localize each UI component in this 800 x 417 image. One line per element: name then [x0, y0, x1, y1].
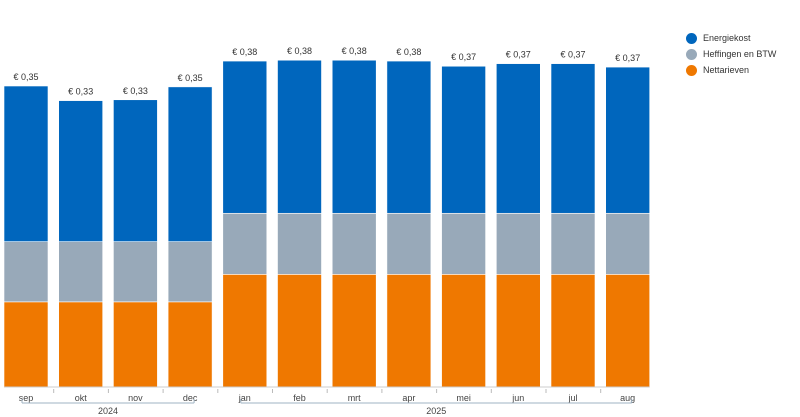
x-tick-label: aug: [620, 393, 635, 403]
x-tick-label: jan: [238, 393, 251, 403]
total-label: € 0,38: [342, 46, 367, 56]
x-tick-label: mrt: [348, 393, 361, 403]
x-tick-label: jun: [511, 393, 524, 403]
total-label: € 0,38: [287, 46, 312, 56]
bar-segment-energiekost: [495, 63, 541, 214]
bar-segment-heffingen-en-btw: [331, 212, 377, 275]
bar-segment-nettarieven: [331, 274, 377, 388]
bar-segment-nettarieven: [222, 274, 268, 388]
x-tick-label: feb: [293, 393, 306, 403]
bar-segment-nettarieven: [167, 301, 213, 388]
bar-segment-nettarieven: [3, 301, 49, 388]
bar-segment-energiekost: [386, 60, 432, 214]
x-tick-label: dec: [183, 393, 198, 403]
total-label: € 0,38: [396, 47, 421, 57]
bar-segment-nettarieven: [441, 274, 486, 388]
legend-swatch: [686, 48, 697, 60]
total-label: € 0,38: [232, 47, 257, 57]
bar-segment-energiekost: [222, 60, 268, 214]
total-label: € 0,37: [615, 53, 640, 63]
bar-segment-heffingen-en-btw: [605, 212, 651, 275]
bar-segment-heffingen-en-btw: [58, 241, 104, 303]
x-tick-label: okt: [75, 393, 88, 403]
legend: Energiekost Heffingen en BTW Nettarieven: [686, 30, 776, 78]
legend-label: Energiekost: [703, 33, 751, 43]
bar-segment-heffingen-en-btw: [3, 241, 49, 303]
bar-segment-heffingen-en-btw: [167, 241, 213, 303]
total-label: € 0,35: [13, 72, 38, 82]
group-label: 2024: [98, 406, 118, 416]
bar-segment-energiekost: [605, 66, 651, 214]
x-tick-label: apr: [402, 393, 415, 403]
x-tick-label: mei: [456, 393, 471, 403]
x-tick-label: jul: [567, 393, 577, 403]
bar-segment-nettarieven: [550, 274, 596, 388]
total-label: € 0,35: [178, 73, 203, 83]
total-label: € 0,37: [451, 52, 476, 62]
total-label: € 0,37: [506, 50, 531, 60]
legend-swatch: [686, 64, 697, 76]
bar-segment-energiekost: [58, 100, 104, 242]
bar-segment-energiekost: [550, 63, 596, 214]
bar-segment-energiekost: [3, 85, 49, 242]
legend-item-nettarieven[interactable]: Nettarieven: [686, 62, 776, 78]
legend-label: Heffingen en BTW: [703, 49, 777, 59]
x-tick-label: nov: [128, 393, 143, 403]
bar-segment-energiekost: [167, 86, 213, 242]
bar-segment-heffingen-en-btw: [277, 212, 322, 275]
x-tick-label: sep: [19, 393, 34, 403]
bar-segment-energiekost: [441, 65, 486, 214]
bar-segment-nettarieven: [277, 274, 322, 388]
bar-segment-energiekost: [331, 59, 377, 214]
bar-segment-heffingen-en-btw: [386, 212, 432, 275]
bar-segment-heffingen-en-btw: [441, 212, 486, 275]
bar-segment-energiekost: [113, 99, 158, 242]
legend-item-heffingen[interactable]: Heffingen en BTW: [686, 46, 776, 62]
bar-segment-heffingen-en-btw: [113, 241, 158, 303]
bar-segment-nettarieven: [113, 301, 158, 388]
bar-segment-nettarieven: [386, 274, 432, 388]
legend-label: Nettarieven: [703, 65, 750, 75]
bar-segment-heffingen-en-btw: [550, 212, 596, 275]
bar-segment-nettarieven: [495, 274, 541, 388]
legend-swatch: [686, 32, 697, 44]
total-label: € 0,33: [123, 86, 148, 96]
bar-segment-nettarieven: [58, 301, 104, 388]
bar-segment-heffingen-en-btw: [495, 212, 541, 275]
legend-item-energiekost[interactable]: Energiekost: [686, 30, 776, 46]
bar-segment-heffingen-en-btw: [222, 212, 268, 275]
total-label: € 0,33: [68, 87, 93, 97]
group-label: 2025: [426, 406, 446, 416]
bar-segment-energiekost: [277, 59, 322, 214]
total-label: € 0,37: [560, 50, 585, 60]
bar-segment-nettarieven: [605, 274, 651, 388]
